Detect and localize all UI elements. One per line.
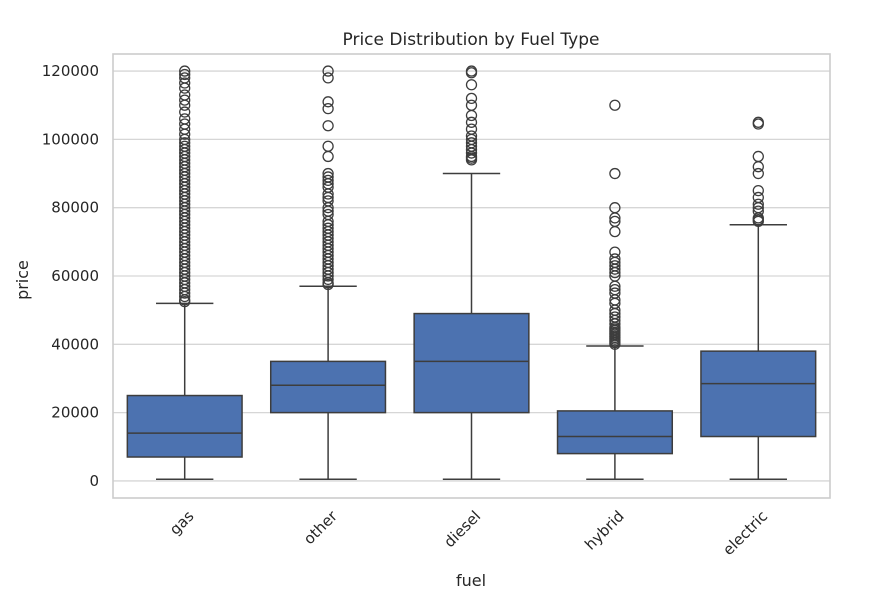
outlier-point [752,215,764,228]
box-electric [700,116,817,480]
outlier-point [609,266,621,279]
outlier-point [322,150,334,163]
outlier-point [179,290,191,303]
outlier-point [609,99,621,111]
outlier-point [322,174,334,187]
outlier-point [752,161,764,173]
outlier-point [322,278,334,291]
outlier-point [322,188,334,200]
iqr-box [700,350,817,438]
outlier-point [609,212,621,224]
y-tick-label: 80000 [51,199,99,217]
outlier-point [179,99,191,111]
chart-title: Price Distribution by Fuel Type [343,30,600,50]
outlier-point [465,116,478,128]
outlier-point [322,202,334,214]
x-axis-label: fuel [456,571,486,590]
box-diesel [413,65,530,480]
outlier-point [609,338,621,350]
outlier-point [465,147,478,159]
iqr-box [269,360,387,414]
y-tick-label: 100000 [42,130,99,148]
box-gas [126,65,243,480]
outlier-point [322,102,334,115]
outlier-point [179,68,191,81]
outlier-point [322,270,334,282]
outlier-point [465,109,478,122]
outlier-point [609,263,621,275]
plot-frame [112,53,831,499]
iqr-box [126,394,243,458]
outlier-point [609,280,621,292]
y-tick-label: 120000 [42,62,99,80]
y-tick-label: 0 [89,472,99,490]
outlier-point [465,92,478,105]
outlier-point [465,154,478,166]
outlier-point [179,65,191,77]
outlier-point [179,94,191,106]
outlier-point [322,96,334,108]
outlier-point [465,67,478,79]
box-other [269,65,387,480]
y-axis-label: price [13,260,32,300]
outlier-point [752,198,764,210]
outlier-point [179,106,191,118]
y-tick-label: 40000 [51,335,99,353]
outlier-point [179,295,191,308]
boxes [126,65,817,480]
iqr-box [556,410,674,455]
y-tick-label: 20000 [51,404,99,422]
outlier-point [609,225,621,238]
y-tick-label: 60000 [51,267,99,285]
outlier-point [322,120,334,132]
outlier-point [752,184,764,197]
box-hybrid [556,99,674,480]
outlier-point [609,167,621,180]
y-tick-labels: 0 20000 40000 60000 80000 100000 120000 [42,62,99,490]
iqr-box [413,312,530,414]
outlier-point [465,79,478,91]
outlier-point [179,287,191,299]
outlier-point [322,273,334,286]
outlier-point [179,82,191,94]
outlier-point [752,118,764,130]
outlier-point [179,128,191,140]
outlier-point [752,167,764,180]
outlier-point [322,72,334,84]
outlier-point [322,65,334,77]
outlier-point [179,77,191,89]
